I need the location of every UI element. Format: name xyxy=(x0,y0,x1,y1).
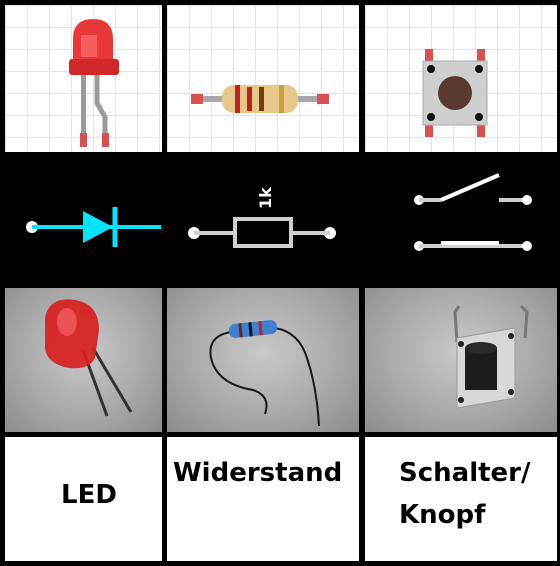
resistor-value-label: 1k xyxy=(256,187,275,209)
switch-label-line1: Schalter/ xyxy=(399,458,531,488)
resistor-label: Widerstand xyxy=(173,458,343,488)
diode-symbol xyxy=(26,207,161,247)
switch-symbol-cell xyxy=(365,157,557,283)
led-illustration xyxy=(69,19,119,147)
diode-symbol-cell xyxy=(5,157,162,283)
resistor-symbol: 1k xyxy=(188,187,336,248)
resistor-illustration xyxy=(191,85,329,113)
led-photo xyxy=(45,299,133,417)
button-photo xyxy=(453,304,529,409)
resistor-illustration-cell xyxy=(167,5,359,152)
button-illustration-cell xyxy=(365,5,557,152)
led-label: LED xyxy=(61,480,117,510)
resistor-photo xyxy=(209,320,320,427)
switch-label-line2: Knopf xyxy=(399,500,486,530)
led-illustration-cell xyxy=(5,5,162,152)
resistor-symbol-cell: 1k xyxy=(167,157,359,283)
button-photo-cell xyxy=(365,288,557,432)
resistor-photo-cell xyxy=(167,288,359,432)
resistor-label-cell: Widerstand xyxy=(167,437,359,561)
led-photo-cell xyxy=(5,288,162,432)
led-label-cell: LED xyxy=(5,437,162,561)
button-illustration xyxy=(422,49,488,137)
switch-label-cell: Schalter/ Knopf xyxy=(365,437,557,561)
switch-symbol xyxy=(414,173,532,251)
